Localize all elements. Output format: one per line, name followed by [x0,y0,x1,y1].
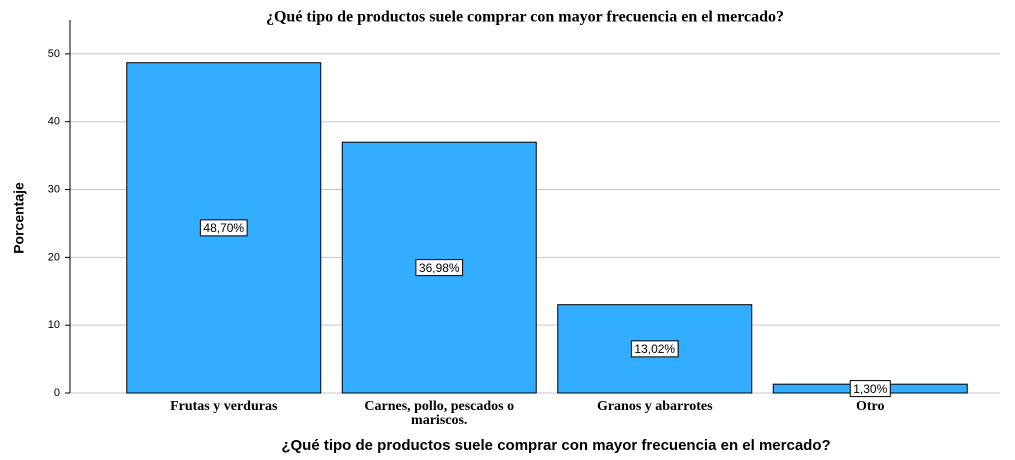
x-tick-label: Granos y abarrotes [596,399,713,414]
value-label-box [415,259,464,277]
x-tick-label: Frutas y verduras [170,399,278,414]
value-label: 13,02% [634,342,675,356]
value-label-box [199,219,248,237]
x-tick-label: Otro [855,399,885,414]
x-axis-title: ¿Qué tipo de productos suele comprar con… [281,437,830,454]
y-tick-label: 50 [48,48,60,60]
chart-title: ¿Qué tipo de productos suele comprar con… [266,9,784,26]
y-tick-label: 40 [48,116,60,128]
value-label: 48,70% [203,221,244,235]
x-tick-label: Carnes, pollo, pescados o mariscos. [364,399,515,428]
y-tick-label: 20 [48,251,60,263]
value-label-box [849,380,891,398]
value-label-box [630,340,679,358]
y-tick-label: 0 [54,387,60,399]
y-axis-title: Porcentaje [11,182,27,254]
y-tick-label: 30 [48,183,60,195]
value-label: 36,98% [419,261,460,275]
y-tick-label: 10 [48,319,60,331]
value-label: 1,30% [853,382,887,396]
